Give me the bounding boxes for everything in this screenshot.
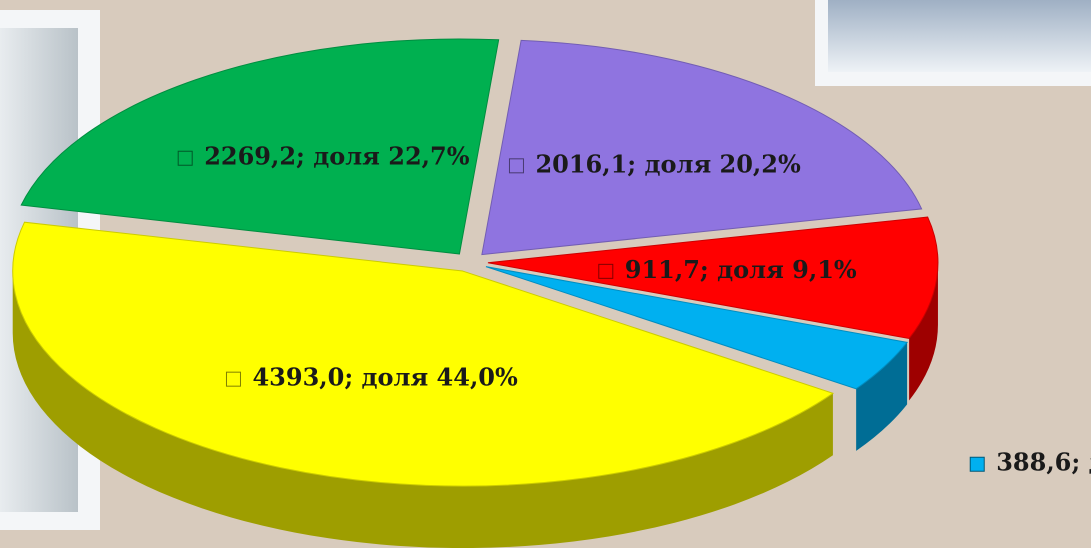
photo bbox=[828, 0, 1091, 72]
data-label: 2269,2; доля 22,7% bbox=[204, 142, 470, 171]
slice-side bbox=[856, 342, 908, 451]
label-marker bbox=[177, 150, 193, 166]
slice bbox=[481, 39, 923, 256]
label-marker bbox=[598, 263, 614, 279]
data-label: 911,7; доля 9,1% bbox=[625, 255, 857, 284]
data-label: 4393,0; доля 44,0% bbox=[252, 363, 518, 392]
slice-side bbox=[12, 271, 833, 548]
pie: 2016,1; доля 20,2% 911,7; доля 9,1% 388,6;… bbox=[12, 38, 1091, 548]
slice bbox=[20, 38, 500, 255]
slice bbox=[487, 216, 939, 340]
label-marker bbox=[969, 456, 985, 472]
label-marker bbox=[225, 371, 241, 387]
label-marker bbox=[508, 158, 524, 174]
slice-side bbox=[909, 262, 938, 401]
slice bbox=[12, 221, 835, 487]
data-label: 388,6; доля 3,9% bbox=[996, 448, 1091, 477]
data-label: 2016,1; доля 20,2% bbox=[535, 149, 801, 178]
slice bbox=[485, 266, 909, 390]
